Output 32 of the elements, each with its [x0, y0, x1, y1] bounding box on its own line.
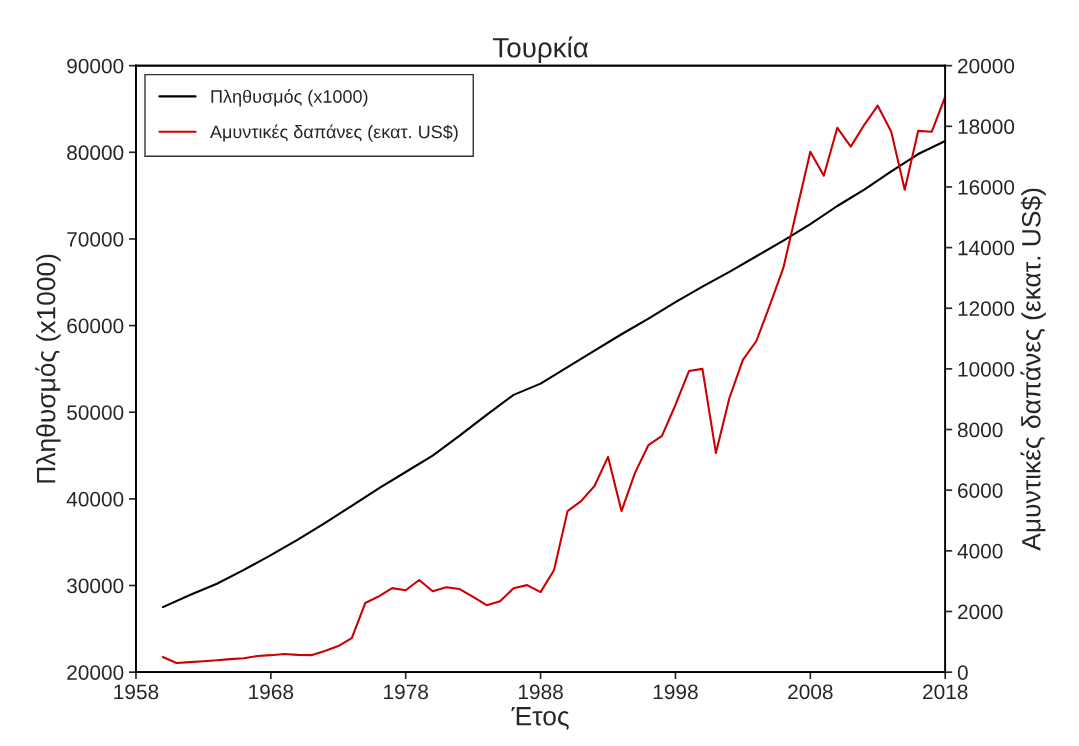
x-tick-label: 2018 — [923, 684, 968, 700]
y2-tick-label: 0 — [957, 665, 968, 680]
legend-label: Πληθυσμός (x1000) — [211, 89, 368, 107]
x-tick-label: 1968 — [249, 684, 294, 700]
y-axis-title: Πληθυσμός (x1000) — [35, 254, 61, 483]
y2-axis-title: Αμυντικές δαπάνες (εκατ. US$) — [1020, 188, 1046, 551]
y-tick-label: 20000 — [67, 665, 124, 680]
y-tick-label: 40000 — [66, 491, 124, 507]
y2-tick-label: 14000 — [958, 240, 1015, 256]
legend-label: Αμυντικές δαπάνες (εκατ. US$) — [210, 124, 458, 142]
y2-tick-label: 10000 — [958, 361, 1015, 377]
y-tick-label: 80000 — [67, 145, 124, 161]
x-tick-label: 1978 — [384, 684, 428, 700]
y2-tick-label: 16000 — [958, 179, 1015, 195]
y-tick-label: 60000 — [67, 318, 124, 334]
y-tick-label: 70000 — [67, 231, 124, 247]
y2-tick-label: 20000 — [958, 58, 1015, 74]
y2-tick-label: 8000 — [957, 422, 1003, 438]
x-tick-label: 1998 — [653, 684, 698, 700]
x-axis-title: Έτος — [511, 706, 569, 730]
y2-tick-label: 12000 — [958, 301, 1015, 316]
y2-tick-label: 18000 — [958, 119, 1015, 135]
y2-tick-label: 6000 — [958, 483, 1003, 498]
y-tick-label: 50000 — [67, 405, 124, 420]
y2-tick-label: 2000 — [958, 604, 1003, 620]
y2-tick-label: 4000 — [957, 543, 1003, 559]
y-tick-label: 30000 — [67, 578, 124, 594]
chart-title: Τουρκία — [492, 36, 589, 64]
x-tick-label: 1988 — [519, 684, 563, 700]
y-tick-label: 90000 — [67, 58, 124, 74]
x-tick-label: 2008 — [788, 684, 833, 700]
x-tick-label: 1958 — [114, 684, 159, 700]
